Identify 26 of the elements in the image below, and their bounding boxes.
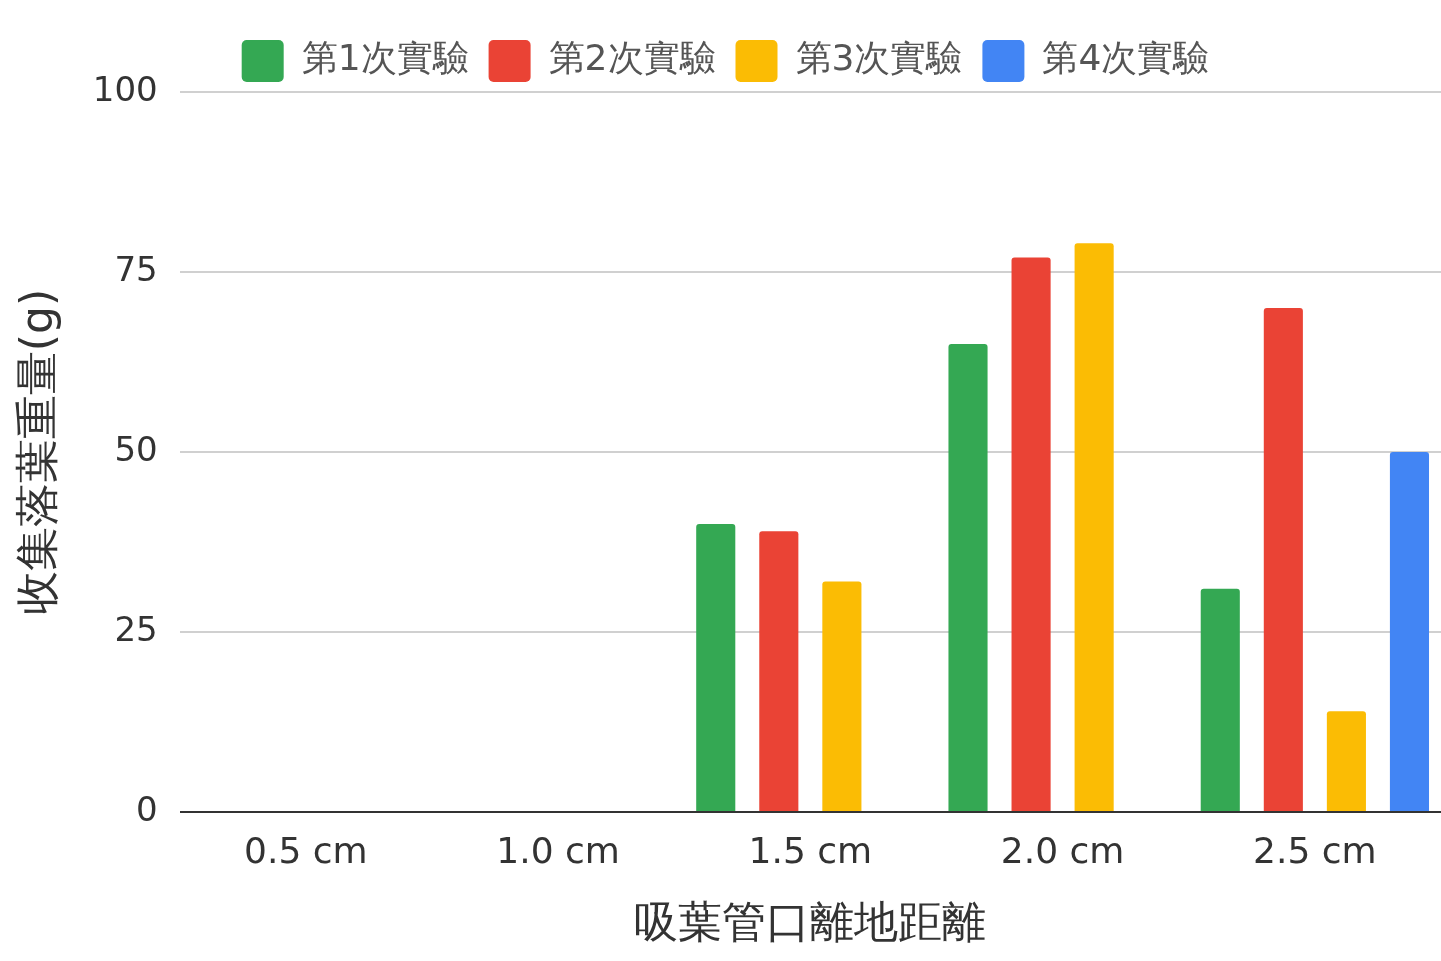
bar <box>948 344 988 811</box>
y-axis-title: 收集落葉重量(g) <box>10 288 62 616</box>
bar <box>1389 452 1430 811</box>
bar <box>1200 588 1240 811</box>
bar <box>1074 243 1114 811</box>
bar <box>1263 308 1303 811</box>
x-axis-title: 吸葉管口離地距離 <box>634 896 987 948</box>
y-tick-label: 100 <box>92 68 158 109</box>
y-tick-label: 75 <box>114 248 158 289</box>
bar <box>822 581 862 811</box>
legend-label: 第1次實驗 <box>301 37 469 79</box>
y-tick-label: 50 <box>114 428 158 469</box>
x-tick-label: 1.0 cm <box>496 829 620 871</box>
y-tick-label: 0 <box>136 788 158 829</box>
bar <box>1011 257 1051 811</box>
legend-label: 第3次實驗 <box>795 37 963 79</box>
x-tick-label: 0.5 cm <box>244 829 368 871</box>
bar <box>696 524 736 811</box>
legend-label: 第4次實驗 <box>1042 37 1210 79</box>
x-tick-label: 1.5 cm <box>748 829 873 871</box>
legend-label: 第2次實驗 <box>548 37 716 79</box>
bar <box>1326 711 1366 811</box>
y-tick-label: 25 <box>114 608 158 649</box>
x-tick-label: 2.5 cm <box>1253 829 1377 871</box>
bar <box>759 531 799 811</box>
x-tick-label: 2.0 cm <box>1000 829 1125 871</box>
